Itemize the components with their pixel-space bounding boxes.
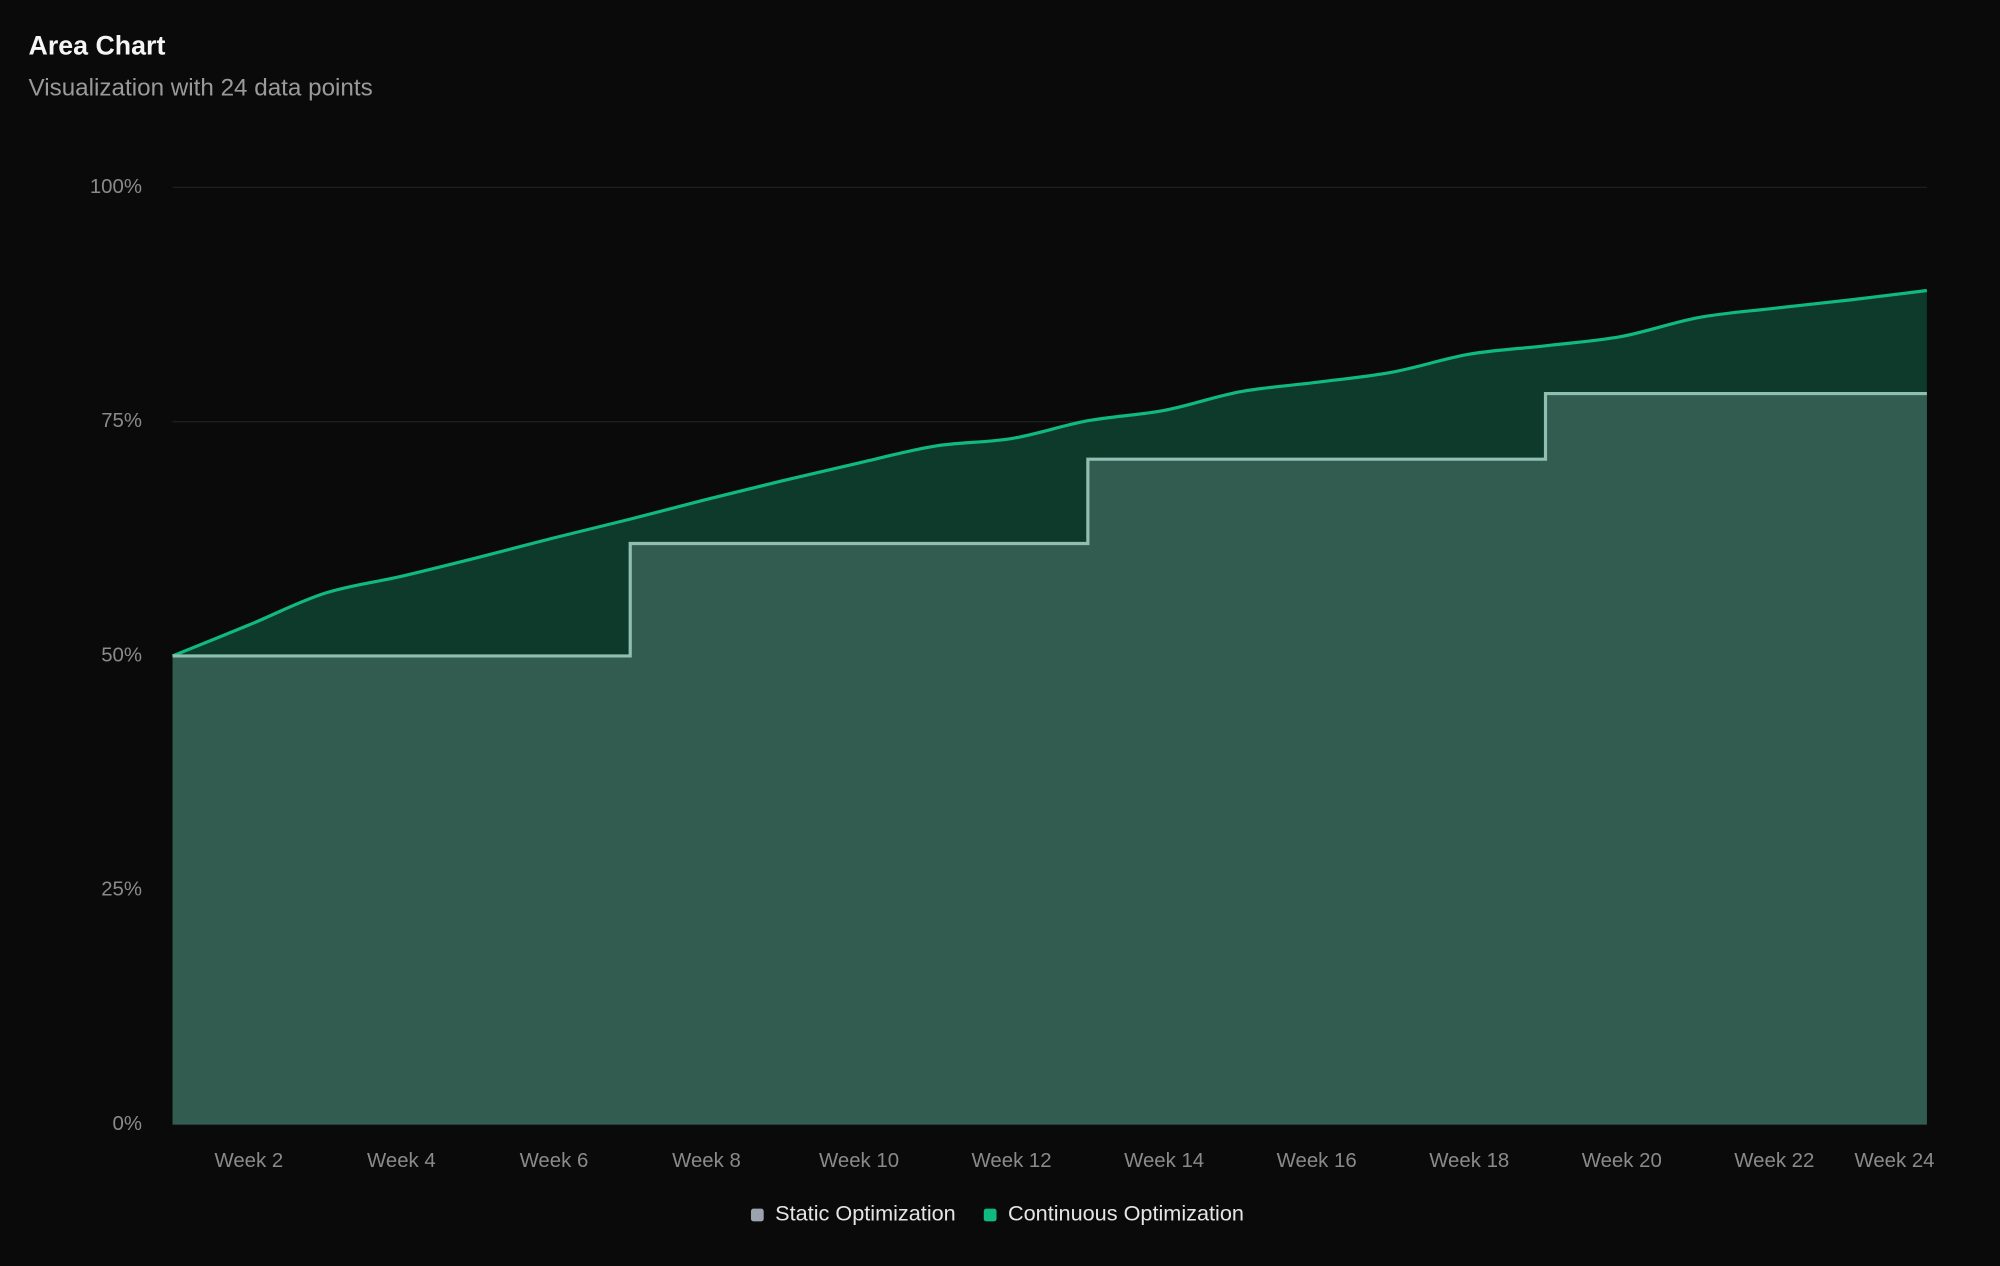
legend-item: Static Optimization (750, 1201, 956, 1226)
area-fill (172, 393, 1927, 1125)
area-line (171, 288, 1928, 658)
x-tick-label: Week 16 (1277, 1150, 1357, 1172)
x-tick-label: Week 20 (1582, 1150, 1662, 1172)
x-tick-label: Week 24 (1854, 1150, 1934, 1172)
chart-subtitle: Visualization with 24 data points (29, 75, 373, 102)
legend-swatch (983, 1208, 997, 1222)
x-tick-label: Week 22 (1734, 1150, 1814, 1172)
area-line (172, 391, 1927, 658)
y-tick-label: 75% (101, 410, 142, 432)
legend-label: Continuous Optimization (1008, 1201, 1244, 1226)
y-tick-label: 50% (101, 644, 142, 666)
x-tick-label: Week 18 (1429, 1150, 1509, 1172)
legend-swatch (750, 1208, 764, 1222)
plot: 0% 25% 50% 75% 100% Week 2 Week 4 Week 6 Week 8 W… (90, 176, 1935, 1172)
legend-item: Continuous Optimization (983, 1201, 1244, 1226)
x-tick-label: Week 2 (214, 1150, 283, 1172)
legend-label: Static Optimization (775, 1201, 956, 1226)
x-tick-label: Week 8 (672, 1150, 741, 1172)
legend: Static Optimization Continuous Optimizati… (750, 1201, 1244, 1226)
x-tick-label: Week 12 (972, 1150, 1052, 1172)
chart-title: Area Chart (29, 30, 166, 60)
x-tick-label: Week 6 (520, 1150, 589, 1172)
y-tick-label: 0% (113, 1113, 142, 1135)
y-tick-label: 100% (90, 176, 142, 198)
y-tick-label: 25% (101, 879, 142, 901)
x-tick-label: Week 14 (1124, 1150, 1204, 1172)
x-tick-label: Week 4 (367, 1150, 436, 1172)
x-tick-label: Week 10 (819, 1150, 899, 1172)
